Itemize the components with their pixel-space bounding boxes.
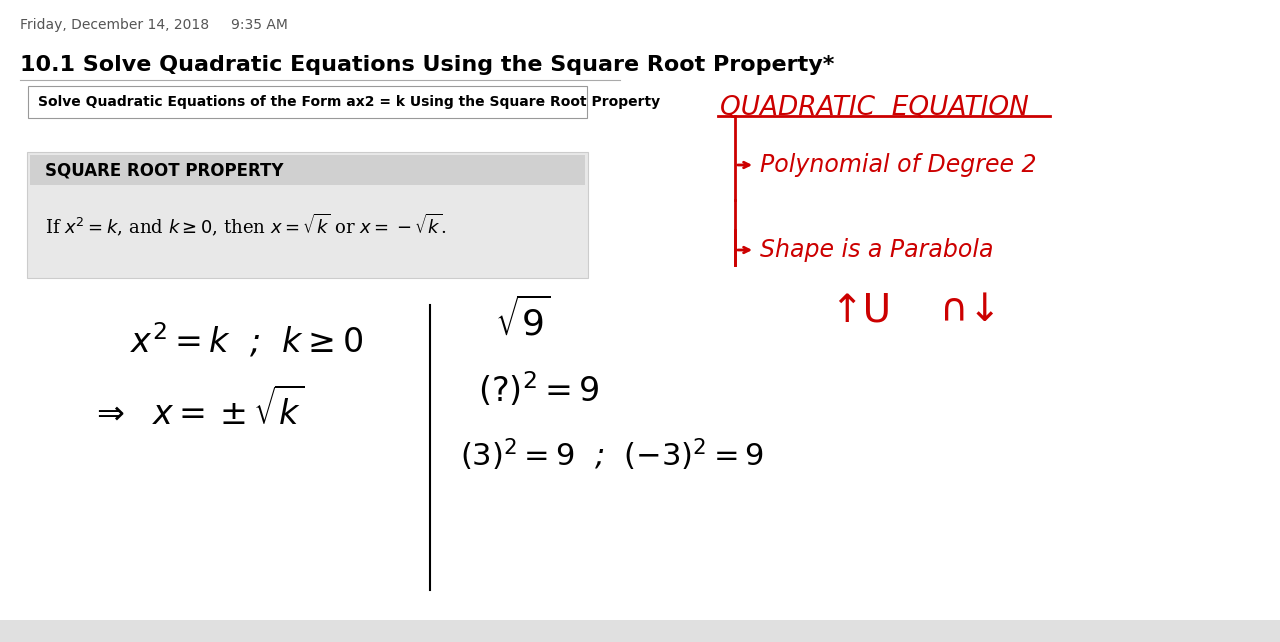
FancyBboxPatch shape xyxy=(27,152,588,278)
Text: Solve Quadratic Equations of the Form ax2 = k Using the Square Root Property: Solve Quadratic Equations of the Form ax… xyxy=(38,95,660,109)
Text: ∩↓: ∩↓ xyxy=(940,291,1001,329)
FancyBboxPatch shape xyxy=(28,86,588,118)
Text: If $x^2 = k$, and $k \geq 0$, then $x = \sqrt{k}$ or $x = -\sqrt{k}$.: If $x^2 = k$, and $k \geq 0$, then $x = … xyxy=(45,212,447,238)
Text: SQUARE ROOT PROPERTY: SQUARE ROOT PROPERTY xyxy=(45,161,283,179)
Text: $x^2 = k$  ;  $k \geq 0$: $x^2 = k$ ; $k \geq 0$ xyxy=(131,320,364,360)
Text: ↑U: ↑U xyxy=(829,291,891,329)
Text: Friday, December 14, 2018     9:35 AM: Friday, December 14, 2018 9:35 AM xyxy=(20,18,288,32)
Text: Shape is a Parabola: Shape is a Parabola xyxy=(760,238,993,262)
Text: $\Rightarrow$  $x = \pm\sqrt{k}$: $\Rightarrow$ $x = \pm\sqrt{k}$ xyxy=(90,388,305,432)
Bar xyxy=(29,155,585,185)
Text: Polynomial of Degree 2: Polynomial of Degree 2 xyxy=(760,153,1037,177)
Text: $\sqrt{9}$: $\sqrt{9}$ xyxy=(495,297,550,343)
Bar xyxy=(0,620,1280,642)
Text: QUADRATIC  EQUATION: QUADRATIC EQUATION xyxy=(719,95,1029,121)
Text: 10.1 Solve Quadratic Equations Using the Square Root Property*: 10.1 Solve Quadratic Equations Using the… xyxy=(20,55,835,75)
Text: $(?)^2 = 9$: $(?)^2 = 9$ xyxy=(477,370,600,410)
Text: $(3)^2 = 9$  ;  $(-3)^2 = 9$: $(3)^2 = 9$ ; $(-3)^2 = 9$ xyxy=(460,437,764,473)
